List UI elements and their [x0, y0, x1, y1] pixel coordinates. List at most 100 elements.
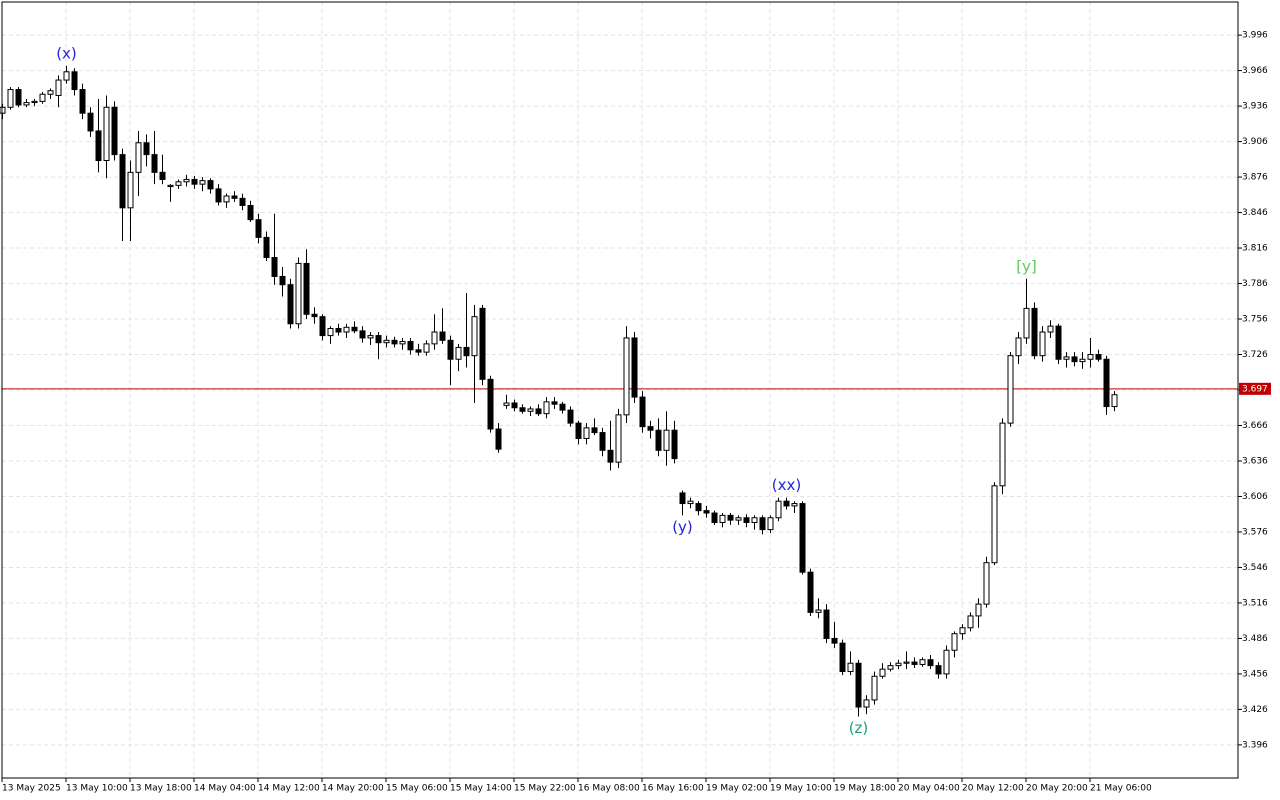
y-tick-label: 3.786	[1242, 279, 1268, 289]
candle-body	[439, 331, 446, 341]
candle-body	[631, 337, 638, 398]
candle-body	[287, 284, 294, 325]
candle-body	[903, 661, 910, 664]
candle-body	[191, 178, 198, 185]
candle-body	[1087, 354, 1094, 360]
y-tick-label: 3.756	[1242, 315, 1268, 325]
y-tick-label: 3.576	[1242, 527, 1268, 537]
candle-body	[823, 609, 830, 639]
candle-body	[735, 517, 742, 521]
candle-body	[271, 257, 278, 277]
candle-body	[623, 337, 630, 416]
candle-body	[663, 429, 670, 451]
candle-body	[327, 327, 334, 337]
candle-body	[959, 627, 966, 635]
candle-body	[583, 427, 590, 440]
candle-body	[647, 426, 654, 431]
candle-body	[319, 316, 326, 337]
candle-body	[239, 197, 246, 206]
last-price-tag	[1239, 382, 1271, 395]
candle-body	[799, 503, 806, 573]
candle-body	[935, 665, 942, 675]
candle-body	[895, 662, 902, 667]
y-tick-label: 3.546	[1242, 563, 1268, 573]
candle-body	[31, 100, 38, 104]
wave-label: (x)	[56, 44, 77, 62]
x-tick-label: 13 May 10:00	[66, 784, 128, 794]
x-tick-label: 14 May 12:00	[258, 784, 320, 794]
y-tick-label: 3.996	[1242, 31, 1268, 41]
y-tick-label: 3.486	[1242, 634, 1268, 644]
x-tick-label: 21 May 06:00	[1090, 784, 1152, 794]
candle-body	[119, 154, 126, 209]
candle-body	[719, 514, 726, 523]
wave-label: (xx)	[772, 476, 801, 494]
candle-body	[359, 330, 366, 339]
candle-body	[423, 343, 430, 353]
x-tick-label: 19 May 18:00	[834, 784, 896, 794]
candle-body	[1095, 354, 1102, 360]
candle-body	[919, 659, 926, 665]
candle-body	[1031, 307, 1038, 357]
candle-body	[943, 649, 950, 675]
candle-body	[111, 106, 118, 156]
candle-body	[167, 184, 174, 188]
candle-body	[303, 262, 310, 315]
candle-body	[759, 517, 766, 531]
candle-body	[807, 571, 814, 613]
candle-body	[335, 327, 342, 333]
y-tick-label: 3.516	[1242, 598, 1268, 608]
candle-body	[927, 659, 934, 667]
y-tick-label: 3.906	[1242, 137, 1268, 147]
candle-body	[791, 503, 798, 507]
candle-body	[207, 180, 214, 190]
candle-body	[159, 171, 166, 180]
y-tick-label: 3.816	[1242, 244, 1268, 254]
candle-body	[391, 339, 398, 345]
candle-body	[599, 432, 606, 451]
candle-body	[1071, 356, 1078, 363]
candle-body	[471, 316, 478, 357]
wave-label: (y)	[672, 518, 693, 536]
wave-label: (z)	[849, 719, 869, 737]
x-tick-label: 15 May 06:00	[386, 784, 448, 794]
candle-body	[183, 178, 190, 183]
y-tick-label: 3.396	[1242, 740, 1268, 750]
candle-body	[703, 510, 710, 514]
candle-body	[151, 154, 158, 173]
candle-body	[983, 562, 990, 605]
candle-body	[639, 396, 646, 428]
candle-body	[1039, 331, 1046, 357]
wave-label: [y]	[1016, 257, 1037, 275]
candle-body	[743, 517, 750, 523]
candle-body	[263, 236, 270, 259]
candle-body	[55, 79, 62, 96]
y-tick-label: 3.876	[1242, 173, 1268, 183]
candle-body	[79, 89, 86, 114]
candle-body	[975, 603, 982, 617]
y-tick-label: 3.426	[1242, 705, 1268, 715]
candle-body	[615, 414, 622, 463]
candle-body	[567, 409, 574, 424]
candle-body	[223, 195, 230, 203]
candle-body	[991, 485, 998, 564]
candle-body	[607, 449, 614, 463]
candle-body	[463, 346, 470, 357]
candle-body	[951, 633, 958, 651]
candle-body	[295, 262, 302, 325]
candle-body	[87, 112, 94, 132]
candle-body	[63, 71, 70, 81]
y-tick-label: 3.966	[1242, 66, 1268, 76]
candle-body	[655, 429, 662, 451]
candle-body	[71, 71, 78, 91]
candle-body	[311, 313, 318, 318]
candle-body	[671, 429, 678, 460]
x-tick-label: 14 May 04:00	[194, 784, 256, 794]
candle-body	[727, 514, 734, 521]
candle-body	[815, 609, 822, 613]
x-tick-label: 16 May 16:00	[642, 784, 704, 794]
candle-body	[367, 335, 374, 339]
candle-body	[215, 188, 222, 203]
candle-body	[503, 402, 510, 406]
candle-body	[871, 675, 878, 701]
